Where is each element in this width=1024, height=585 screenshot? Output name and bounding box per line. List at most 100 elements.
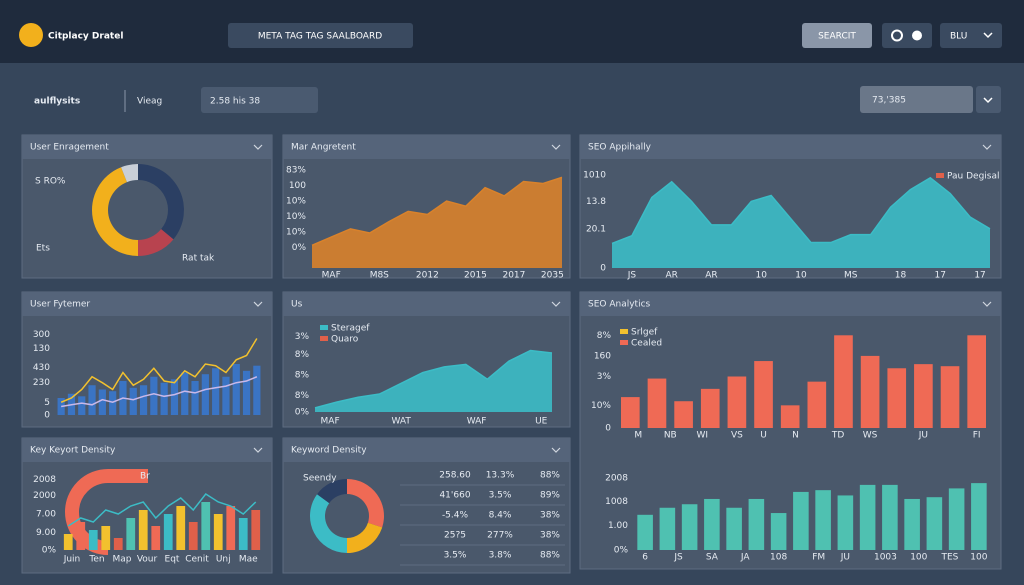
table-cell: 41'660	[439, 491, 470, 501]
panel-menu[interactable]	[551, 447, 561, 453]
chevron[interactable]	[983, 97, 993, 104]
bar	[113, 538, 123, 550]
x-tick-label: Unj	[216, 555, 231, 565]
brand: Citplacy Dratel	[48, 32, 123, 42]
power-icon[interactable]	[891, 29, 903, 42]
y-tick-label: 0%	[614, 546, 629, 556]
area	[612, 177, 990, 268]
y-tick-label: 10%	[286, 197, 306, 207]
x-tick-label: M	[634, 431, 642, 441]
search-label[interactable]: SEARCIT	[818, 32, 856, 42]
table-cell: 3.5%	[444, 551, 467, 561]
x-tick-label: 100	[970, 553, 987, 563]
total-menu[interactable]	[976, 86, 1001, 113]
panel-header	[22, 292, 272, 316]
x-tick-label: 2015	[464, 271, 487, 281]
y-tick-label: 8%	[295, 391, 310, 401]
pie-slice	[121, 164, 138, 183]
legend-label: Pau Degisal	[947, 172, 1000, 182]
y-tick-label: 10%	[286, 212, 306, 222]
x-tick-label: JU	[918, 431, 928, 441]
pie-slice	[310, 494, 347, 553]
y-tick-label: 1008	[605, 497, 628, 507]
user-label[interactable]: BLU	[950, 32, 967, 42]
table-cell: 277%	[487, 531, 513, 541]
range-select[interactable]	[201, 87, 318, 113]
y-tick-label: 83%	[286, 166, 306, 176]
pie-slice	[317, 479, 347, 504]
tab[interactable]	[228, 23, 413, 48]
panel-header	[283, 438, 570, 462]
x-tick-label: 10	[795, 271, 807, 281]
y-tick-label: 13.8	[586, 197, 606, 207]
x-tick-label: U	[760, 431, 767, 441]
x-tick-label: JS	[673, 553, 683, 563]
panel-title: Key Keyort Density	[30, 446, 116, 456]
table-cell: 88%	[540, 471, 560, 481]
bar	[88, 385, 96, 415]
x-tick-label: NB	[664, 431, 677, 441]
x-tick-label: MAF	[321, 417, 340, 427]
x-tick-label: AR	[665, 271, 677, 281]
table-cell: 25?5	[444, 531, 466, 541]
panel-header	[22, 438, 272, 462]
bar	[222, 376, 230, 415]
x-tick-label: 18	[895, 271, 907, 281]
bar	[770, 513, 787, 550]
tab-label[interactable]: META TAG TAG SAALBOARD	[258, 32, 382, 42]
table-cell: 89%	[540, 491, 560, 501]
table-cell: 3.5%	[489, 491, 512, 501]
annotation: Seendy	[303, 474, 337, 484]
panel-menu[interactable]	[982, 144, 992, 150]
panel-title: User Fytemer	[30, 300, 90, 310]
y-tick-label: 0%	[42, 546, 57, 556]
bar	[213, 514, 223, 550]
toolbar: aulflysits Vieag 2.58 his 38 73,'385	[34, 86, 1001, 113]
panel-title: SEO Analytics	[588, 300, 651, 310]
y-tick-label: 2000	[33, 491, 56, 501]
table-cell: 8.4%	[489, 511, 512, 521]
bar	[914, 364, 933, 428]
panel-menu[interactable]	[253, 447, 263, 453]
user-menu[interactable]	[940, 23, 1002, 48]
x-tick-label: Map	[113, 555, 132, 565]
x-tick-label: Vour	[137, 555, 158, 565]
bar	[76, 522, 86, 550]
panel-menu[interactable]	[551, 144, 561, 150]
x-tick-label: WI	[696, 431, 708, 441]
bar	[948, 488, 965, 550]
bar	[637, 514, 653, 550]
panel-menu[interactable]	[253, 301, 263, 307]
legend-label: Srlgef	[631, 328, 658, 338]
area	[315, 350, 552, 412]
range-label[interactable]: 2.58 his 38	[210, 97, 260, 107]
y-tick-label: 8%	[295, 350, 310, 360]
bar	[138, 510, 148, 550]
bar	[232, 364, 240, 415]
y-tick-label: 230	[33, 378, 50, 388]
annotation: S RO%	[35, 177, 66, 187]
search-button[interactable]	[802, 23, 872, 48]
panel-menu[interactable]	[253, 144, 263, 150]
bar	[126, 518, 136, 550]
bar	[780, 405, 800, 428]
panel-menu[interactable]	[982, 301, 992, 307]
panel-header	[580, 292, 1001, 316]
bar	[807, 381, 827, 428]
settings-icon[interactable]	[912, 30, 922, 41]
legend-swatch	[320, 325, 328, 330]
x-tick-label: JU	[840, 553, 850, 563]
y-tick-label: 10%	[286, 227, 306, 237]
chevron[interactable]	[983, 32, 993, 39]
bar	[253, 365, 261, 415]
x-tick-label: 17	[935, 271, 946, 281]
y-tick-label: 0	[600, 264, 606, 274]
line	[611, 176, 991, 245]
line	[314, 349, 553, 409]
x-tick-label: 108	[770, 553, 787, 563]
bar	[242, 370, 251, 415]
y-tick-label: 0	[44, 411, 50, 421]
bar	[160, 382, 168, 415]
icon-buttons[interactable]	[882, 23, 932, 48]
panel-menu[interactable]	[551, 301, 561, 307]
